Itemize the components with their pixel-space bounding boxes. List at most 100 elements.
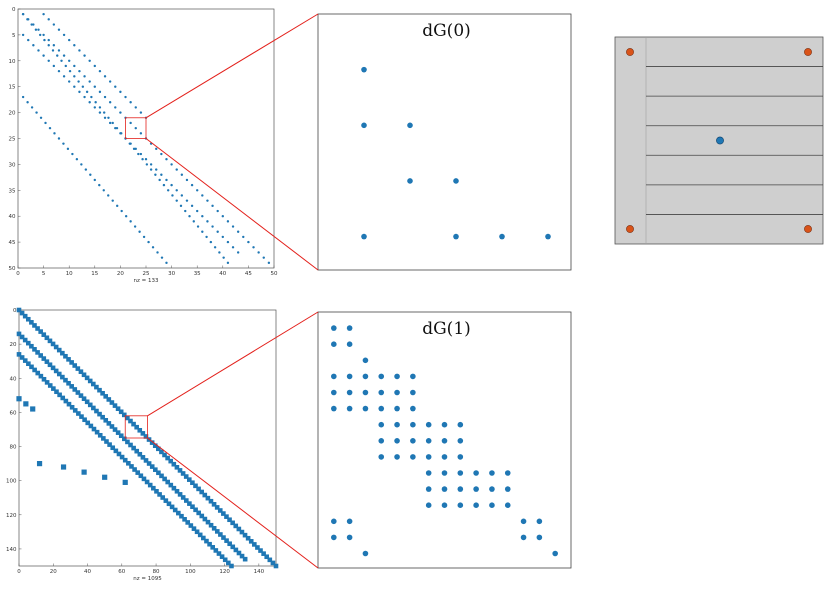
nonzero-entry bbox=[175, 199, 178, 202]
nonzero-entry bbox=[155, 147, 158, 151]
zoom-entry bbox=[441, 438, 448, 444]
nonzero-block bbox=[60, 350, 65, 356]
zoom-entry bbox=[394, 405, 400, 412]
nonzero-entry bbox=[21, 95, 25, 99]
nonzero-entry bbox=[27, 18, 30, 21]
nonzero-block bbox=[146, 461, 152, 466]
nonzero-entry bbox=[47, 18, 50, 21]
nonzero-block bbox=[222, 557, 228, 563]
x-tick-label: 80 bbox=[153, 569, 160, 575]
nonzero-block bbox=[185, 520, 191, 525]
zoom-entry bbox=[362, 550, 369, 557]
x-tick-label: 25 bbox=[143, 271, 150, 277]
nonzero-block bbox=[137, 427, 143, 433]
x-tick-label: 40 bbox=[219, 271, 226, 277]
nonzero-block bbox=[134, 424, 139, 430]
nonzero-entry bbox=[154, 173, 157, 176]
nonzero-entry bbox=[114, 126, 117, 130]
nonzero-block bbox=[248, 539, 254, 544]
nonzero-entry bbox=[196, 189, 199, 192]
nonzero-entry bbox=[98, 183, 101, 187]
nonzero-block bbox=[224, 538, 229, 543]
nonzero-block bbox=[72, 363, 78, 368]
nonzero-entry bbox=[134, 126, 137, 130]
nonzero-entry bbox=[32, 23, 35, 26]
nonzero-block bbox=[252, 542, 257, 547]
nonzero-entry bbox=[68, 59, 71, 62]
nonzero-block bbox=[125, 439, 130, 445]
nonzero-block bbox=[91, 405, 96, 411]
nonzero-block bbox=[190, 480, 195, 486]
nonzero-block bbox=[131, 445, 136, 451]
nonzero-block bbox=[134, 448, 140, 454]
nonzero-block bbox=[219, 554, 225, 559]
nonzero-entry bbox=[35, 111, 38, 114]
nonzero-entry bbox=[102, 189, 105, 192]
zoom-entry bbox=[453, 233, 459, 240]
nonzero-entry bbox=[221, 235, 224, 239]
x-tick-label: 35 bbox=[194, 271, 201, 277]
nonzero-entry bbox=[151, 246, 155, 249]
nonzero-entry bbox=[213, 246, 217, 249]
nonzero-entry bbox=[108, 101, 112, 104]
nonzero-entry bbox=[211, 204, 214, 208]
nonzero-entry bbox=[89, 173, 92, 176]
x-tick-label: 20 bbox=[50, 569, 57, 575]
nonzero-entry bbox=[108, 121, 112, 125]
nonzero-entry bbox=[83, 75, 86, 78]
y-tick-label: 35 bbox=[9, 188, 16, 194]
x-tick-label: 0 bbox=[16, 271, 20, 277]
nonzero-entry bbox=[56, 54, 59, 57]
nonzero-entry bbox=[147, 240, 150, 244]
nonzero-entry bbox=[209, 240, 213, 244]
nonzero-block bbox=[102, 474, 108, 480]
nonzero-block bbox=[242, 532, 248, 538]
nonzero-entry bbox=[84, 168, 88, 171]
nonzero-entry bbox=[139, 132, 143, 135]
nonzero-block bbox=[38, 373, 44, 379]
nonzero-block bbox=[94, 429, 100, 435]
zoom-entry bbox=[441, 486, 448, 492]
nonzero-entry bbox=[160, 256, 164, 259]
nonzero-entry bbox=[252, 246, 255, 249]
zoom-plot-dg1: dG(1) bbox=[317, 311, 572, 569]
nonzero-block bbox=[53, 344, 59, 350]
nonzero-entry bbox=[134, 147, 137, 151]
zoom-entry bbox=[536, 518, 543, 525]
nonzero-block bbox=[221, 535, 226, 540]
nonzero-block bbox=[118, 433, 124, 439]
nonzero-entry bbox=[57, 69, 61, 73]
nonzero-entry bbox=[211, 225, 214, 228]
nonzero-entry bbox=[236, 230, 240, 233]
nonzero-block bbox=[207, 541, 212, 547]
nonzero-entry bbox=[175, 189, 178, 192]
nonzero-block bbox=[230, 544, 236, 550]
nonzero-block bbox=[264, 554, 270, 560]
nonzero-block bbox=[180, 495, 186, 500]
nonzero-block bbox=[162, 476, 167, 482]
nonzero-block bbox=[188, 523, 194, 528]
x-tick-label: 40 bbox=[84, 569, 91, 575]
nonzero-entry bbox=[93, 178, 97, 182]
nonzero-entry bbox=[132, 147, 136, 151]
nonzero-entry bbox=[149, 168, 153, 171]
nonzero-entry bbox=[68, 69, 72, 73]
zoom-region-box bbox=[124, 415, 148, 439]
nonzero-block bbox=[211, 502, 217, 507]
nonzero-entry bbox=[52, 64, 56, 68]
nonzero-block bbox=[273, 563, 279, 569]
nonzero-block bbox=[144, 479, 150, 485]
y-tick-label: 60 bbox=[10, 410, 17, 416]
nonzero-block bbox=[218, 532, 223, 537]
nonzero-entry bbox=[62, 33, 66, 37]
nonzero-entry bbox=[68, 80, 71, 83]
nonzero-block bbox=[239, 529, 245, 535]
zoom-entry bbox=[407, 122, 413, 129]
nonzero-block bbox=[35, 370, 41, 376]
nonzero-block bbox=[29, 320, 34, 325]
nonzero-block bbox=[82, 417, 87, 423]
x-axis-label: nz = 1095 bbox=[133, 576, 162, 582]
nonzero-block bbox=[171, 485, 177, 491]
nonzero-block bbox=[38, 329, 43, 334]
nonzero-block bbox=[233, 547, 239, 553]
